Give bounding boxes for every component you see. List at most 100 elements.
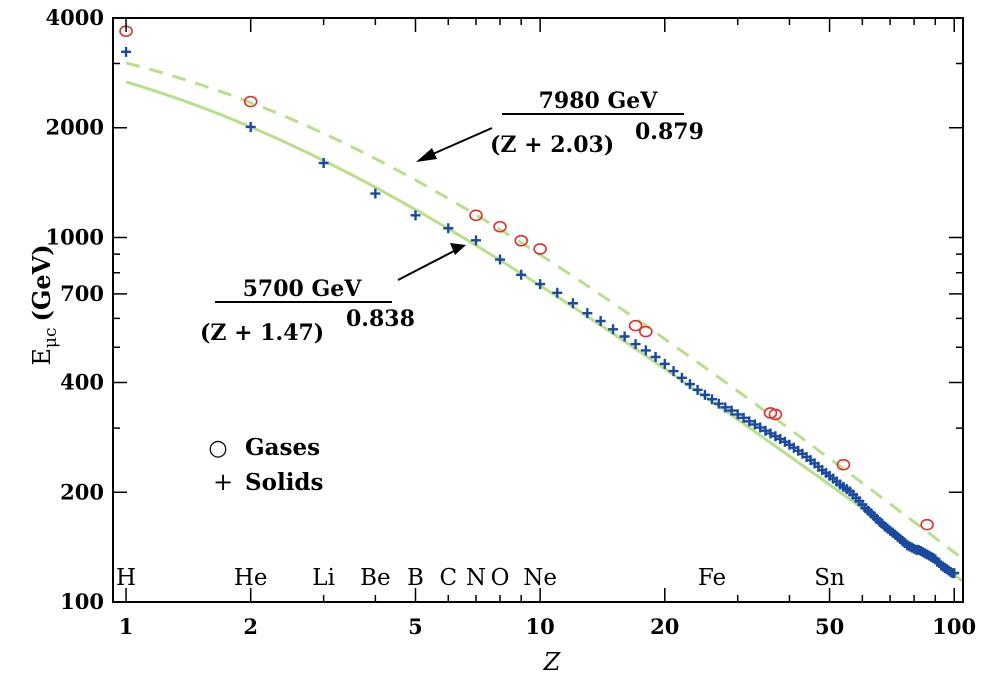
- formula-dashed-numerator: 7980 GeV: [539, 88, 659, 114]
- solid-point: [567, 298, 578, 309]
- x-axis-title: Z: [543, 648, 562, 676]
- formula-dashed-exponent: 0.879: [635, 119, 704, 145]
- y-tick-label: 700: [60, 281, 104, 306]
- solid-point: [713, 398, 724, 409]
- fit-curve-solid: [125, 80, 964, 583]
- gas-point: [493, 220, 507, 233]
- arrow-to-dashed-fit: [416, 127, 493, 162]
- gas-point: [920, 518, 934, 531]
- y-axis-title-unit: (GeV): [27, 244, 56, 321]
- solid-point: [684, 379, 695, 390]
- solid-point: [121, 46, 132, 57]
- x-tick-labels: 1 2 5 10 20 50 100: [119, 614, 976, 639]
- element-label: Fe: [698, 565, 726, 591]
- legend: ○ Gases + Solids: [208, 434, 323, 496]
- solid-point: [608, 324, 619, 335]
- x-tick-label: 10: [526, 614, 555, 639]
- element-label: Sn: [814, 565, 845, 591]
- legend-solids-symbol: +: [213, 468, 233, 496]
- element-label: N: [466, 565, 486, 591]
- element-label: C: [439, 565, 457, 591]
- gas-point: [243, 95, 258, 108]
- element-label: Ne: [523, 565, 557, 591]
- solid-point: [443, 223, 454, 234]
- y-tick-label: 100: [60, 589, 104, 614]
- arrow-to-solid-fit: [397, 243, 466, 281]
- solid-point: [726, 405, 737, 416]
- plot-frame: [112, 17, 964, 603]
- gas-point: [533, 243, 547, 255]
- x-tick-label: 2: [243, 614, 258, 639]
- x-tick-label: 50: [815, 614, 844, 639]
- solid-point: [668, 366, 679, 377]
- x-tick-label: 100: [932, 614, 976, 639]
- y-tick-labels: 100 200 400 700 1000 2000 4000: [46, 5, 104, 614]
- element-label: He: [234, 565, 268, 591]
- solid-point: [318, 158, 329, 169]
- fit-curves: [125, 61, 964, 583]
- solid-point: [692, 384, 703, 395]
- gas-point: [469, 209, 483, 222]
- solid-point: [640, 345, 651, 356]
- y-axis-title-subscript: μc: [41, 328, 61, 349]
- y-tick-label: 400: [60, 370, 104, 395]
- solid-point: [760, 425, 771, 436]
- fit-curve-dashed: [125, 61, 964, 561]
- y-tick-label: 1000: [46, 224, 104, 249]
- element-label: Li: [312, 565, 335, 591]
- x-tick-label: 1: [119, 614, 134, 639]
- formula-solid-denominator: (Z + 1.47): [200, 320, 324, 346]
- legend-gases-symbol: ○: [208, 436, 227, 461]
- solid-point: [552, 287, 563, 298]
- formula-dashed-denominator: (Z + 2.03): [490, 132, 614, 158]
- element-labels: H He Li Be B C N O Ne Fe Sn: [116, 565, 845, 591]
- solid-point: [659, 358, 670, 369]
- solid-point: [582, 308, 593, 319]
- solid-point: [470, 235, 481, 246]
- gases-series: [119, 25, 934, 531]
- y-tick-label: 4000: [46, 5, 104, 30]
- solid-point: [744, 416, 755, 427]
- solid-point: [619, 331, 630, 342]
- solid-point: [595, 316, 606, 327]
- solid-point: [676, 372, 687, 383]
- legend-gases-label: Gases: [245, 434, 320, 461]
- axis-ticks: [113, 17, 963, 603]
- y-axis-title-main: E: [28, 348, 56, 366]
- solids-series: [121, 46, 960, 579]
- solid-point: [706, 394, 717, 405]
- formula-solid-numerator: 5700 GeV: [243, 276, 363, 302]
- y-tick-label: 200: [60, 479, 104, 504]
- solid-point: [949, 568, 960, 579]
- y-axis-title: Eμc (GeV): [27, 244, 61, 365]
- gas-point: [639, 325, 653, 338]
- element-label: H: [116, 565, 136, 591]
- solid-point: [749, 419, 760, 430]
- solid-point: [535, 279, 546, 290]
- element-label: Be: [360, 565, 391, 591]
- solid-point: [495, 254, 506, 265]
- element-label: O: [491, 565, 510, 591]
- gas-point: [768, 408, 783, 421]
- solid-point: [699, 389, 710, 400]
- solid-point: [732, 409, 743, 420]
- gas-point: [514, 234, 528, 247]
- solid-point: [410, 210, 421, 221]
- fit-formula-solid: 5700 GeV (Z + 1.47) 0.838: [200, 276, 415, 346]
- x-tick-label: 20: [650, 614, 679, 639]
- gas-point: [628, 319, 643, 332]
- formula-solid-exponent: 0.838: [346, 306, 415, 332]
- solid-point: [370, 188, 381, 199]
- y-tick-label: 2000: [46, 115, 104, 140]
- legend-solids-label: Solids: [245, 469, 323, 496]
- solid-point: [516, 269, 527, 280]
- solid-point: [245, 121, 256, 132]
- x-tick-label: 5: [408, 614, 423, 639]
- fit-formula-dashed: 7980 GeV (Z + 2.03) 0.879: [490, 88, 704, 158]
- solid-point: [755, 422, 766, 433]
- solid-point: [630, 339, 641, 350]
- element-label: B: [407, 565, 424, 591]
- solid-point: [720, 402, 731, 413]
- solid-point: [738, 412, 749, 423]
